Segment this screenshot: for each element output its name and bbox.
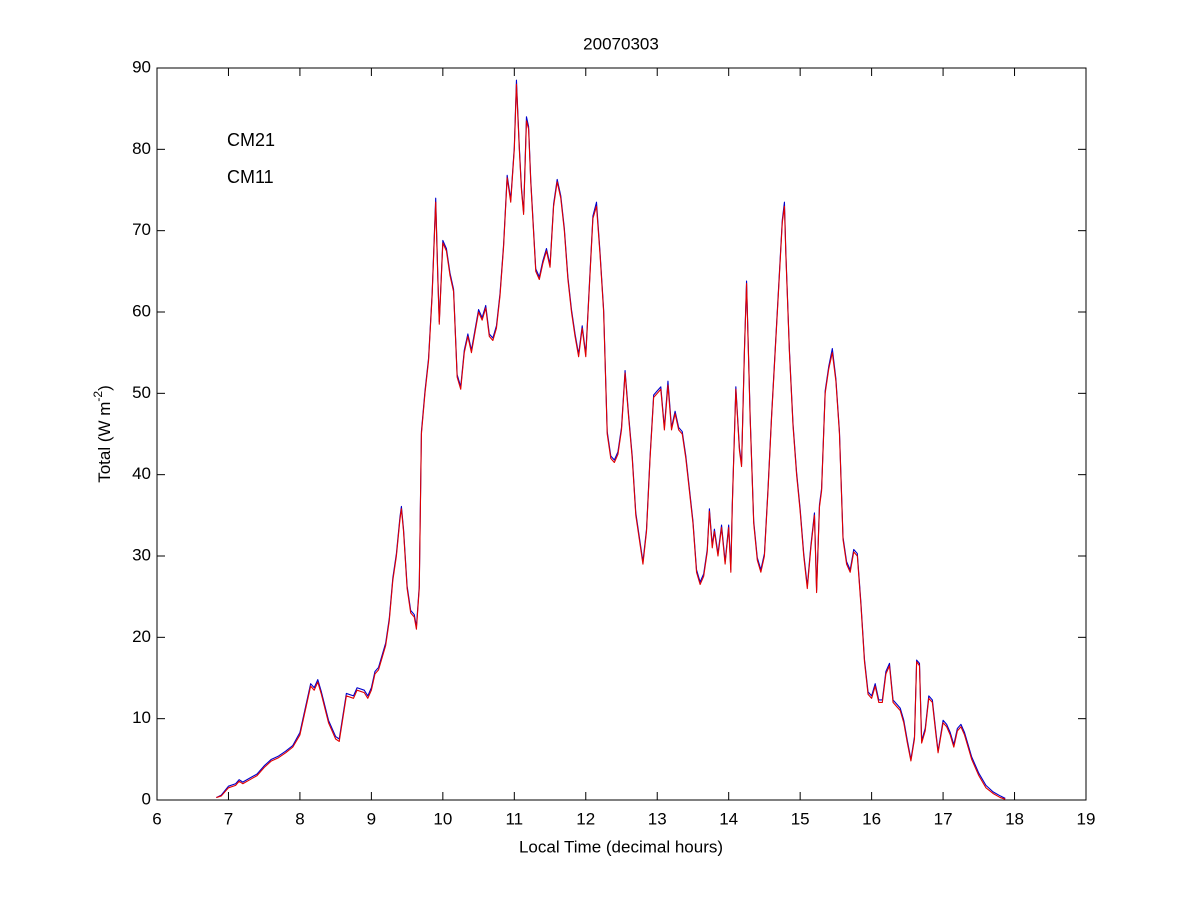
y-axis-label: Total (W m-2) bbox=[91, 385, 114, 483]
plot-frame bbox=[156, 67, 1087, 801]
y-tick-label: 0 bbox=[142, 789, 151, 808]
y-tick-label: 80 bbox=[132, 139, 151, 158]
x-tick-label: 8 bbox=[295, 809, 304, 828]
x-tick-label: 14 bbox=[719, 809, 738, 828]
x-tick-label: 6 bbox=[152, 809, 161, 828]
y-axis-label-superscript: -2 bbox=[91, 391, 105, 402]
y-tick-label: 70 bbox=[132, 220, 151, 239]
y-tick-label: 30 bbox=[132, 545, 151, 564]
series-line bbox=[216, 83, 1006, 800]
y-tick-label: 60 bbox=[132, 301, 151, 320]
x-tick-label: 16 bbox=[862, 809, 881, 828]
x-tick-label: 10 bbox=[433, 809, 452, 828]
x-tick-label: 18 bbox=[1005, 809, 1024, 828]
x-tick-label: 13 bbox=[648, 809, 667, 828]
y-axis-label-suffix: ) bbox=[95, 385, 114, 391]
y-tick-label: 50 bbox=[132, 383, 151, 402]
x-tick-label: 19 bbox=[1077, 809, 1096, 828]
y-tick-label: 40 bbox=[132, 464, 151, 483]
x-tick-label: 7 bbox=[224, 809, 233, 828]
x-tick-label: 17 bbox=[934, 809, 953, 828]
x-tick-label: 12 bbox=[576, 809, 595, 828]
x-axis-label: Local Time (decimal hours) bbox=[519, 837, 723, 856]
y-axis-label-text: Total (W m bbox=[95, 402, 114, 483]
x-tick-label: 11 bbox=[505, 809, 523, 828]
y-tick-label: 10 bbox=[132, 708, 151, 727]
legend-label: CM11 bbox=[227, 167, 274, 187]
chart-title: 20070303 bbox=[583, 34, 659, 53]
x-tick-label: 15 bbox=[791, 809, 810, 828]
y-tick-label: 20 bbox=[132, 627, 151, 646]
x-tick-label: 9 bbox=[367, 809, 376, 828]
y-tick-label: 90 bbox=[132, 57, 151, 76]
legend-label: CM21 bbox=[227, 130, 275, 150]
